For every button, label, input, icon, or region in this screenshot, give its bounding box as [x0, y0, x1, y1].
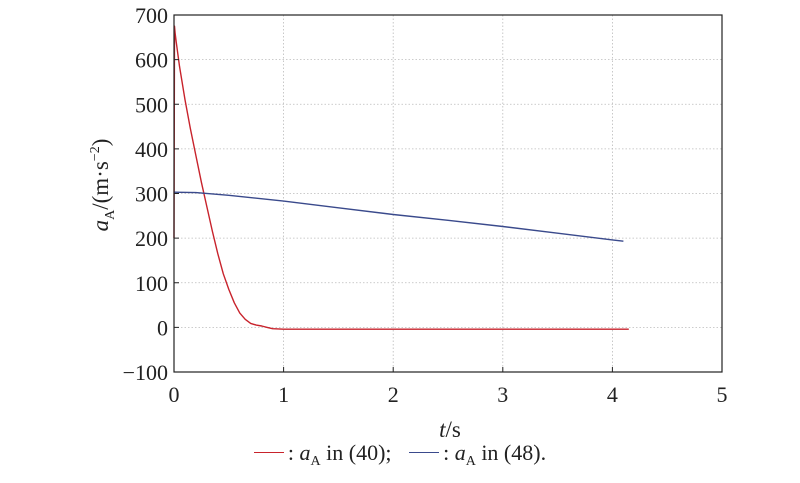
- y-tick-label: −100: [123, 360, 168, 385]
- legend-swatch-40: [253, 452, 284, 454]
- legend-suffix: in (48).: [475, 440, 547, 465]
- x-axis-label: t/s: [439, 417, 461, 440]
- legend-sub: A: [310, 454, 321, 469]
- legend-var: a: [299, 440, 311, 465]
- grid-lines: [174, 15, 722, 372]
- y-axis-var: a: [88, 220, 113, 232]
- y-tick-label: 100: [135, 271, 168, 296]
- x-tick-label: 2: [388, 382, 399, 407]
- legend-swatch-48: [409, 452, 440, 454]
- legend-item-40: : aA in (40);: [253, 440, 392, 469]
- legend-var: a: [454, 440, 466, 465]
- legend-item-48: : aA in (48).: [409, 440, 547, 469]
- y-axis-sub: A: [103, 209, 118, 220]
- x-tick-label: 3: [497, 382, 508, 407]
- y-axis-unit: /(m·s: [88, 161, 113, 210]
- x-tick-label: 1: [278, 382, 289, 407]
- y-tick-label: 700: [135, 3, 168, 28]
- legend-suffix: in (40);: [320, 440, 392, 465]
- legend-sub: A: [465, 454, 476, 469]
- y-tick-label: 600: [135, 48, 168, 73]
- x-axis-var: t: [439, 417, 446, 440]
- legend-prefix: :: [443, 440, 455, 465]
- series-layer: [173, 25, 629, 330]
- legend: : aA in (40); : aA in (48).: [0, 440, 800, 469]
- x-tick-label: 4: [607, 382, 618, 407]
- y-tick-label: 500: [135, 92, 168, 117]
- y-axis-exp: −2: [88, 146, 103, 161]
- y-tick-label: 300: [135, 182, 168, 207]
- y-tick-label: 200: [135, 226, 168, 251]
- series-line-1: [173, 191, 624, 242]
- x-axis-unit: /s: [446, 417, 461, 440]
- series-line-0: [173, 25, 629, 330]
- y-tick-label: 400: [135, 137, 168, 162]
- x-tick-label: 5: [717, 382, 728, 407]
- y-axis-label: aA/(m·s−2): [88, 139, 118, 232]
- y-tick-label: 0: [157, 315, 168, 340]
- y-axis-close: ): [88, 139, 113, 147]
- x-tick-label: 0: [169, 382, 180, 407]
- legend-prefix: :: [287, 440, 300, 465]
